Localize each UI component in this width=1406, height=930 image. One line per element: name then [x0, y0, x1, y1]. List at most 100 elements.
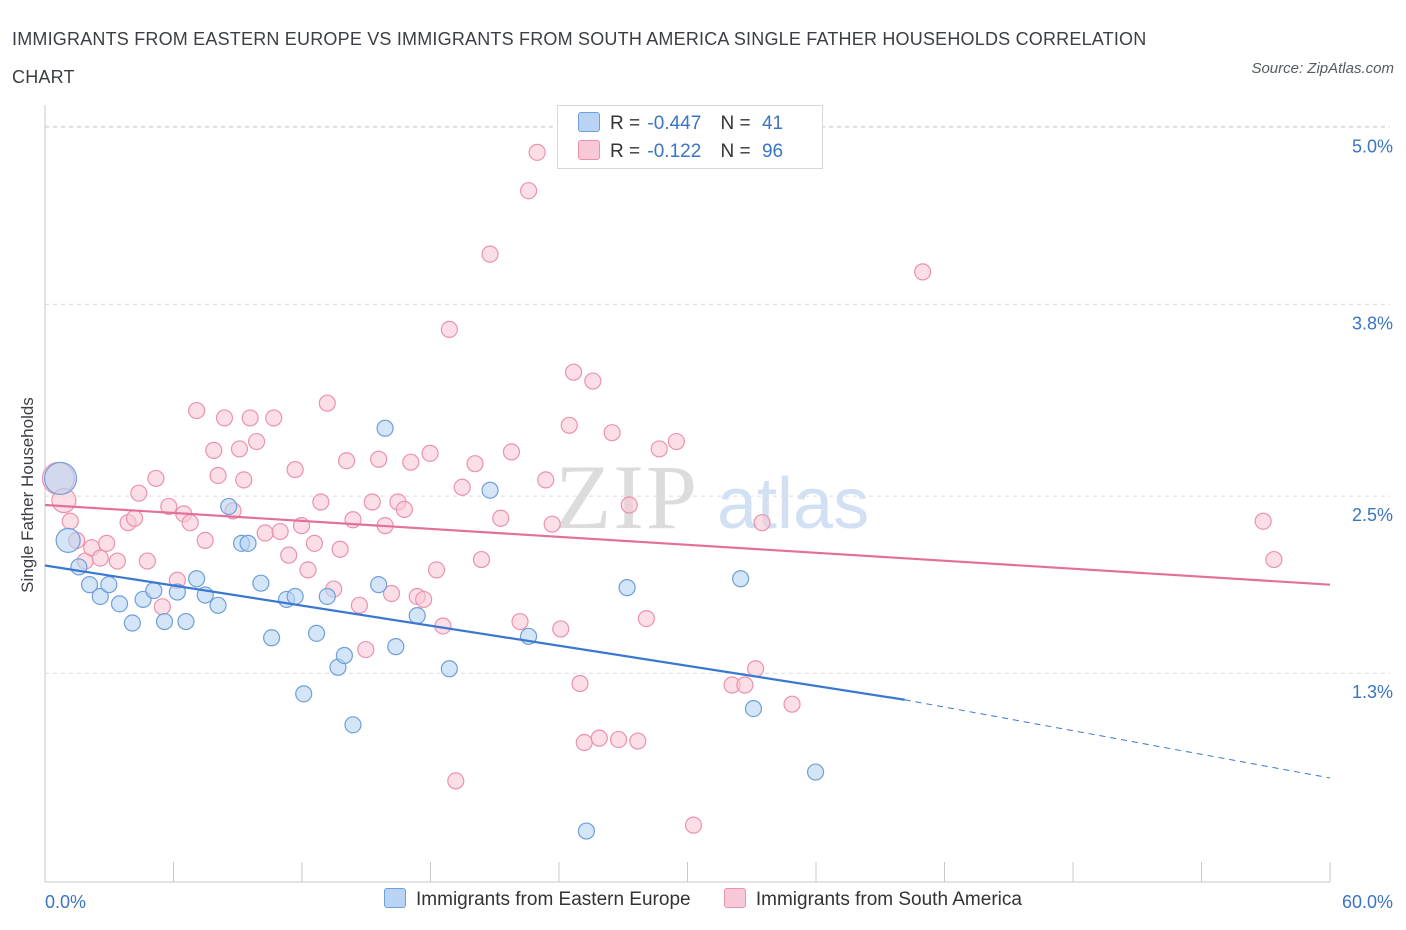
eastern-europe-point	[387, 638, 405, 656]
y-tick-label: 5.0%	[1352, 136, 1393, 156]
south-america-point	[519, 182, 538, 200]
south-america-point	[363, 493, 381, 511]
eastern-europe-point	[239, 534, 257, 552]
legend-label: Immigrants from Eastern Europe	[416, 889, 691, 910]
y-tick-label: 2.5%	[1352, 505, 1393, 525]
south-america-point	[492, 509, 510, 527]
south-america-point	[537, 471, 555, 489]
south-america-point	[125, 509, 144, 527]
eastern-europe-point	[577, 822, 596, 840]
stats-row-south-america: R = -0.122 N = 96	[578, 140, 783, 164]
grid-layer	[45, 125, 1390, 674]
south-america-point	[357, 640, 375, 659]
watermark-zip: ZIP	[555, 446, 699, 548]
r-label: R =	[610, 113, 641, 134]
stats-row-eastern-europe: R = -0.447 N = 41	[578, 112, 783, 136]
south-america-point	[188, 401, 206, 420]
axis-layer	[44, 105, 1331, 883]
n-value: 41	[761, 113, 784, 134]
south-america-point	[1254, 512, 1272, 530]
south-america-point	[235, 471, 253, 489]
south-america-point	[108, 552, 126, 570]
south-america-point	[564, 363, 583, 381]
eastern-europe-point	[177, 612, 195, 631]
eastern-europe-point	[806, 763, 825, 781]
eastern-europe-point	[307, 624, 326, 642]
eastern-europe-point	[286, 587, 304, 606]
n-value: 96	[761, 141, 784, 162]
south-america-point	[571, 674, 589, 693]
south-america-point	[153, 598, 171, 616]
tick-labels: 1.3% 2.5% 3.8% 5.0% 0.0% 60.0%	[45, 136, 1393, 912]
legend-item-eastern-europe[interactable]: Immigrants from Eastern Europe	[384, 888, 691, 911]
series-legend: Immigrants from Eastern Europe Immigrant…	[0, 888, 1406, 911]
south-america-point	[91, 549, 109, 567]
south-america-point	[440, 320, 458, 339]
south-america-point	[248, 432, 266, 451]
south-america-point	[196, 531, 214, 549]
south-america-point	[402, 453, 420, 471]
eastern-europe-point	[80, 576, 99, 594]
south-america-point	[783, 695, 801, 713]
eastern-europe-point	[335, 646, 354, 665]
south-america-point	[637, 609, 655, 628]
eastern-europe-point	[123, 614, 141, 632]
south-america-point	[331, 540, 349, 558]
legend-item-south-america[interactable]: Immigrants from South America	[723, 888, 1022, 911]
eastern-europe-point	[91, 587, 109, 606]
south-america-point	[650, 440, 668, 458]
eastern-europe-point	[618, 579, 636, 597]
pink-swatch	[723, 888, 746, 908]
south-america-point	[427, 561, 446, 579]
south-america-point	[382, 584, 401, 603]
eastern-europe-point	[188, 570, 206, 588]
south-america-point	[481, 245, 499, 263]
x-tick-label: 60.0%	[1342, 892, 1393, 912]
blue-swatch	[578, 112, 600, 132]
eastern-europe-point	[408, 607, 426, 625]
south-america-point	[370, 450, 388, 468]
south-america-point	[241, 409, 259, 427]
south-america-point	[528, 143, 546, 161]
south-america-point	[1265, 550, 1283, 569]
eastern-europe-point	[440, 660, 458, 678]
south-america-point	[453, 478, 471, 496]
south-america-point	[312, 493, 330, 511]
south-america-point	[181, 514, 199, 532]
south-america-point	[209, 466, 227, 485]
south-america-point	[609, 730, 628, 749]
eastern-europe-point	[481, 481, 499, 499]
south-america-point	[736, 676, 754, 694]
trend-line-eastern-europe	[44, 564, 905, 701]
south-america-point	[603, 424, 621, 442]
eastern-europe-point	[220, 497, 238, 516]
n-label: N =	[720, 113, 751, 134]
eastern-europe-point	[344, 716, 362, 734]
south-america-points	[41, 143, 1283, 834]
trend-line-eastern-europe-extension	[904, 699, 1331, 779]
south-america-point	[395, 500, 413, 519]
trend-lines	[44, 503, 1331, 779]
south-america-point	[61, 512, 79, 530]
south-america-point	[629, 732, 647, 750]
south-america-point	[575, 733, 593, 752]
south-america-point	[286, 460, 304, 479]
south-america-point	[415, 590, 433, 609]
eastern-europe-point	[318, 587, 336, 606]
south-america-point	[584, 372, 602, 390]
south-america-point	[620, 496, 638, 514]
eastern-europe-point	[168, 583, 186, 601]
chart-title: IMMIGRANTS FROM EASTERN EUROPE VS IMMIGR…	[12, 29, 1147, 87]
south-america-point	[318, 394, 336, 412]
legend-label: Immigrants from South America	[755, 889, 1022, 910]
r-value: -0.447	[647, 113, 702, 134]
x-tick-label: 0.0%	[45, 892, 86, 912]
eastern-europe-point	[295, 685, 313, 703]
eastern-europe-point	[252, 574, 270, 592]
south-america-point	[160, 497, 178, 516]
south-america-point	[130, 484, 148, 502]
eastern-europe-point	[43, 461, 78, 496]
south-america-point	[590, 729, 608, 747]
y-tick-label: 3.8%	[1352, 313, 1393, 333]
south-america-point	[747, 660, 765, 678]
